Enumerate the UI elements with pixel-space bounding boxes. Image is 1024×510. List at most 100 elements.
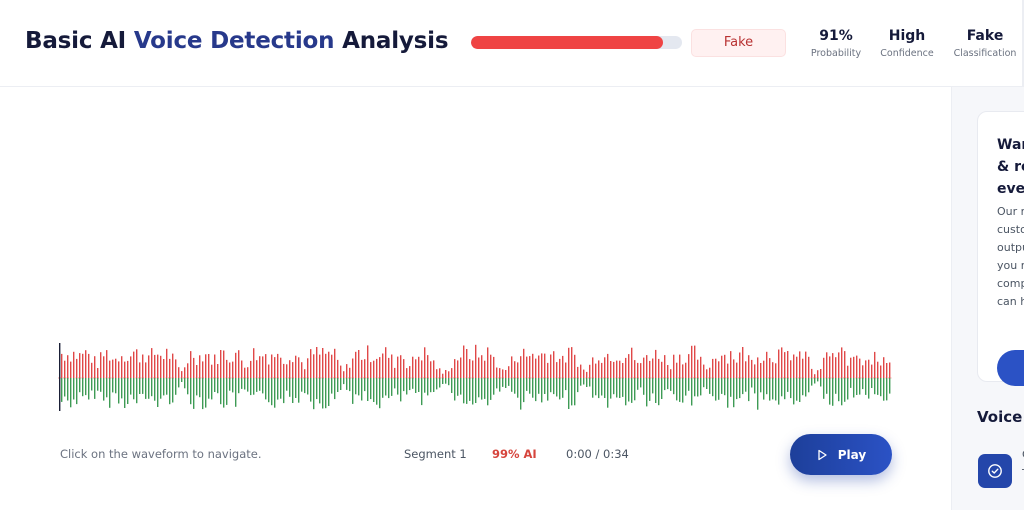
waveform-bar-bottom [733, 378, 735, 408]
waveform-bar-top [427, 355, 429, 378]
waveform-bar-top [856, 355, 858, 378]
waveform-bar-bottom [631, 378, 633, 403]
waveform-bar-bottom [604, 378, 606, 398]
waveform-bar-bottom [850, 378, 852, 388]
waveform-bar-bottom [595, 378, 597, 396]
waveform-bar-bottom [826, 378, 828, 394]
waveform-bar-bottom [412, 378, 414, 389]
waveform-bar-bottom [298, 378, 300, 403]
waveform-bar-top [694, 345, 696, 378]
waveform-bar-bottom [85, 378, 87, 396]
waveform-bar-bottom [364, 378, 366, 392]
play-button[interactable]: Play [790, 434, 892, 475]
waveform-bar-bottom [139, 378, 141, 394]
waveform-bar-bottom [313, 378, 315, 410]
waveform-bar-bottom [643, 378, 645, 395]
promo-cta-button[interactable] [997, 350, 1024, 386]
waveform-bar-bottom [130, 378, 132, 395]
waveform-bar-bottom [112, 378, 114, 393]
waveform-bar-top [712, 358, 714, 378]
waveform-bar-top [409, 366, 411, 378]
waveform-bar-top [268, 364, 270, 378]
waveform-bar-bottom [103, 378, 105, 401]
waveform-bar-top [451, 368, 453, 378]
waveform-bar-bottom [559, 378, 561, 400]
waveform-bar-bottom [856, 378, 858, 395]
waveform-bar-bottom [403, 378, 405, 392]
waveform-bar-bottom [490, 378, 492, 400]
waveform-bar-bottom [184, 378, 186, 389]
audio-waveform[interactable] [58, 342, 892, 412]
waveform-bar-top [889, 362, 891, 378]
waveform-bar-bottom [574, 378, 576, 406]
waveform-bar-bottom [556, 378, 558, 397]
waveform-bar-top [319, 354, 321, 378]
waveform-bar-top [430, 361, 432, 378]
waveform-bar-top [535, 358, 537, 378]
waveform-bar-top [613, 361, 615, 378]
waveform-bar-top [472, 360, 474, 378]
waveform-bar-bottom [478, 378, 480, 398]
waveform-bar-bottom [889, 378, 891, 394]
analysis-panel: Click on the waveform to navigate. Segme… [0, 87, 951, 510]
waveform-bar-top [166, 348, 168, 378]
sidebar-section-heading: Voice [977, 408, 1023, 426]
waveform-bar-top [757, 357, 759, 378]
waveform-bar-bottom [280, 378, 282, 399]
waveform-bar-top [397, 356, 399, 378]
waveform-bar-bottom [211, 378, 213, 400]
waveform-bar-bottom [841, 378, 843, 406]
verdict-badge: Fake [691, 29, 786, 57]
waveform-bar-top [829, 356, 831, 378]
waveform-bar-bottom [115, 378, 117, 394]
waveform-bar-bottom [679, 378, 681, 402]
waveform-bar-top [460, 357, 462, 378]
waveform-bar-bottom [343, 378, 345, 385]
waveform-bar-top [706, 369, 708, 378]
waveform-bar-top [847, 365, 849, 378]
waveform-bar-top [274, 357, 276, 378]
waveform-bar-bottom [136, 378, 138, 404]
waveform-bar-bottom [586, 378, 588, 387]
waveform-bar-bottom [880, 378, 882, 397]
waveform-bar-bottom [547, 378, 549, 401]
waveform-bar-bottom [133, 378, 135, 400]
waveform-bar-top [682, 364, 684, 378]
waveform-bar-bottom [388, 378, 390, 399]
waveform-bar-bottom [202, 378, 204, 410]
waveform-bar-bottom [715, 378, 717, 401]
waveform-bar-bottom [70, 378, 72, 408]
playhead-cursor[interactable] [59, 343, 61, 411]
waveform-bar-bottom [361, 378, 363, 401]
waveform-bar-top [193, 357, 195, 378]
waveform-bar-bottom [358, 378, 360, 396]
waveform-bar-bottom [775, 378, 777, 401]
waveform-bar-top [358, 350, 360, 378]
stat-classification-label: Classification [953, 48, 1017, 59]
waveform-bar-top [505, 370, 507, 378]
waveform-bar-bottom [457, 378, 459, 396]
waveform-bar-top [439, 368, 441, 378]
title-suffix: Analysis [334, 28, 449, 54]
waveform-bar-top [256, 360, 258, 378]
waveform-bar-top [187, 363, 189, 378]
waveform-bar-top [580, 364, 582, 378]
waveform-bar-bottom [562, 378, 564, 398]
waveform-bar-bottom [187, 378, 189, 395]
waveform-bar-top [799, 351, 801, 378]
waveform-bar-bottom [748, 378, 750, 402]
waveform-bar-top [139, 362, 141, 378]
waveform-bar-bottom [661, 378, 663, 399]
waveform-bar-bottom [742, 378, 744, 395]
waveform-bar-bottom [256, 378, 258, 392]
waveform-bar-top [214, 354, 216, 378]
waveform-bar-bottom [196, 378, 198, 396]
waveform-bar-top [316, 347, 318, 378]
waveform-bar-top [664, 355, 666, 378]
waveform-bar-top [523, 348, 525, 378]
waveform-bar-top [802, 358, 804, 378]
waveform-bar-top [886, 363, 888, 378]
waveform-bar-top [730, 351, 732, 378]
waveform-bar-top [556, 362, 558, 378]
waveform-bar-top [766, 351, 768, 378]
